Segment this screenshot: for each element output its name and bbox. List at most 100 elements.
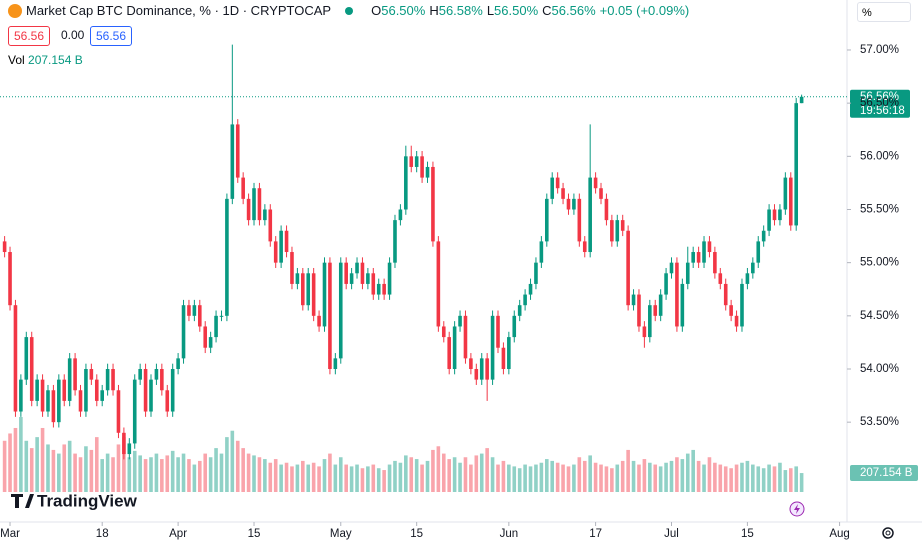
volume-bar [170, 450, 175, 492]
candle-body [149, 379, 153, 412]
candle-body [593, 177, 598, 189]
candle-body [154, 368, 159, 380]
candle-body [761, 230, 766, 242]
candle-body [111, 368, 115, 391]
volume-bar [154, 453, 159, 492]
brand: TradingView [11, 491, 138, 510]
status-dot [345, 6, 354, 15]
volume-bar [317, 466, 321, 492]
x-tick-label: Jun [500, 528, 519, 540]
volume-bar [691, 449, 695, 492]
candle-body [702, 241, 706, 263]
volume-bar [67, 440, 72, 492]
volume-bar [279, 464, 283, 492]
volume-bar [371, 464, 376, 492]
x-tick-label: May [330, 528, 352, 540]
candle-body [723, 283, 728, 306]
candle-body [219, 315, 224, 317]
volume-bar [127, 457, 132, 492]
x-tick-label: Aug [829, 528, 849, 540]
volume-bar [51, 449, 56, 492]
volume-bar [376, 468, 381, 492]
candle-body [431, 166, 435, 242]
volume-tag [850, 465, 918, 482]
volume-bar [447, 459, 452, 492]
candle-body [577, 198, 582, 242]
volume-bar [517, 468, 522, 492]
candle-body [658, 294, 663, 316]
volume-bar [561, 464, 565, 492]
ohlc: O56.50% H56.58% L56.50% C56.56% [367, 3, 596, 18]
candle-body [279, 230, 283, 263]
volume-bar [528, 466, 533, 492]
volume-bar [57, 453, 61, 492]
volume-bar [344, 464, 348, 492]
y-tick-label: 54.00% [860, 363, 899, 375]
volume-bar [290, 466, 294, 492]
volume-bar [306, 464, 311, 492]
volume-value: 207.154 B [28, 53, 83, 67]
volume-bar [788, 468, 793, 492]
volume-bar [230, 430, 235, 492]
candle-body [225, 198, 229, 316]
volume-bar [479, 453, 484, 492]
ohlc-key: O [371, 3, 382, 18]
candle-body [290, 252, 294, 284]
candle-body [311, 273, 316, 316]
candle-body [610, 220, 614, 242]
brand-name: TradingView [37, 491, 138, 510]
volume-bar [642, 459, 647, 492]
candle-body [469, 358, 473, 369]
candle-body [317, 315, 321, 327]
candle-body [751, 262, 755, 274]
settings-icon[interactable] [882, 527, 894, 539]
candle-body [734, 315, 739, 327]
candle-body [772, 209, 777, 221]
candle-body [100, 390, 105, 401]
volume-bar [257, 457, 262, 492]
candle-body [382, 283, 386, 295]
ohlc-value: 56.50% [494, 3, 539, 18]
input-box[interactable]: 56.56 [90, 26, 133, 46]
volume-bar [235, 440, 240, 492]
candle-body [170, 368, 175, 412]
symbol-title[interactable]: Market Cap BTC Dominance, % · 1D · CRYPT… [26, 3, 332, 18]
volume-bar [496, 464, 500, 492]
candle-body [295, 273, 300, 284]
volume-bar [745, 460, 750, 492]
candle-body [13, 305, 18, 412]
candle-body [615, 220, 620, 242]
volume-bar [610, 468, 614, 492]
candle-body [306, 273, 311, 306]
candle-body [642, 326, 647, 338]
scale-button[interactable]: % [857, 2, 911, 22]
candle-body [528, 283, 533, 295]
volume-bar [685, 453, 690, 492]
candle-body [84, 368, 88, 412]
volume-bar [648, 462, 652, 492]
volume-bar [328, 453, 332, 492]
candle-body [669, 262, 674, 274]
volume-bar [767, 464, 771, 492]
volume-bar [740, 462, 744, 492]
candle-body [501, 347, 506, 369]
candle-body [620, 220, 625, 231]
volume-bar [268, 462, 273, 492]
ohlc-key: C [542, 3, 552, 18]
x-tick-label: Mar [0, 528, 20, 540]
volume-bar [89, 449, 94, 492]
candle-body [192, 305, 197, 316]
header: Market Cap BTC Dominance, % · 1D · CRYPT… [8, 3, 689, 18]
candle-body [507, 337, 511, 369]
input-box[interactable]: 56.56 [8, 26, 51, 46]
volume-bar [187, 459, 191, 492]
volume-bar [181, 453, 186, 492]
x-tick-label: 18 [96, 528, 109, 540]
volume-bar [441, 453, 446, 492]
y-tick-label: 54.50% [860, 310, 899, 322]
volume-bar [523, 464, 527, 492]
candle-body [29, 337, 34, 401]
volume-bar [680, 459, 685, 492]
volume-bar [214, 448, 218, 492]
volume-bar [431, 449, 435, 492]
